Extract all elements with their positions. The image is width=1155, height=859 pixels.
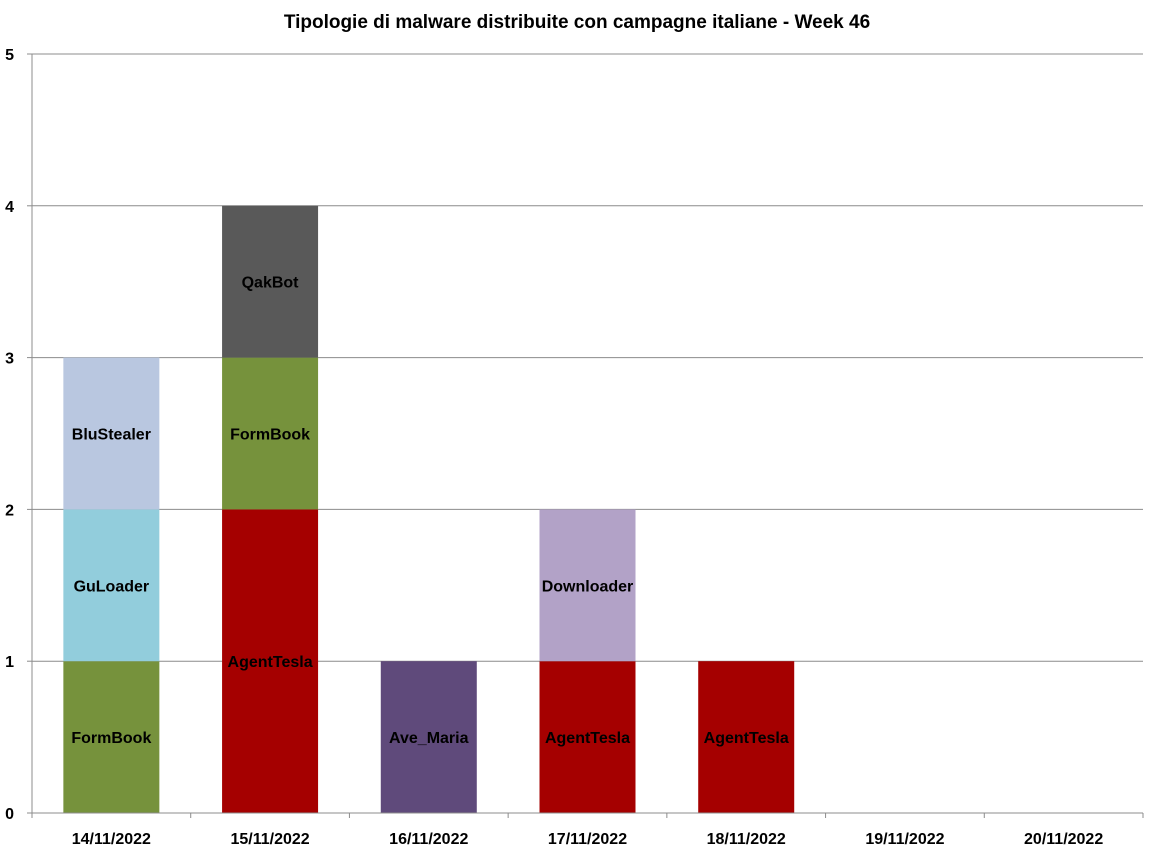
x-tick-label: 14/11/2022 [72,831,151,848]
y-tick-label: 2 [5,502,14,519]
segment-label: AgentTesla [228,654,313,671]
bar-segment [698,661,795,813]
segment-label: FormBook [230,427,310,444]
bar-segment [539,661,636,813]
y-tick-label: 5 [5,47,14,64]
bar-segment [63,661,160,813]
bar-segment [63,509,160,662]
bar-segment [222,357,319,510]
bar-segment [222,205,319,358]
x-tick-label: 18/11/2022 [707,831,786,848]
segment-label: GuLoader [74,578,150,595]
axes: 0 1 2 3 4 5 14/11/2022 15/11/2022 16/11/2022 17/1… [5,47,1144,848]
segment-label: QakBot [242,275,300,292]
segment-label: BluStealer [72,427,151,444]
x-tick-label: 19/11/2022 [865,831,944,848]
x-tick-label: 17/11/2022 [548,831,627,848]
y-tick-label: 3 [5,351,14,368]
segment-label: FormBook [71,730,151,747]
bar-segment [539,509,636,662]
bar-segment [380,661,477,813]
segment-label: AgentTesla [545,730,630,747]
x-tick-label: 20/11/2022 [1024,831,1103,848]
y-tick-label: 0 [5,806,14,823]
y-tick-label: 4 [5,199,14,216]
bar-segment [222,509,319,813]
segment-label: AgentTesla [704,730,789,747]
segment-label: Downloader [542,578,634,595]
y-tick-label: 1 [5,654,14,671]
gridlines [32,53,1143,662]
bars: FormBook GuLoader BluStealer AgentTesla Form… [63,205,795,813]
x-tick-label: 15/11/2022 [230,831,309,848]
chart-title: Tipologie di malware distribuite con cam… [284,12,870,33]
x-tick-label: 16/11/2022 [389,831,468,848]
bar-segment [63,357,160,510]
segment-label: Ave_Maria [389,730,469,747]
